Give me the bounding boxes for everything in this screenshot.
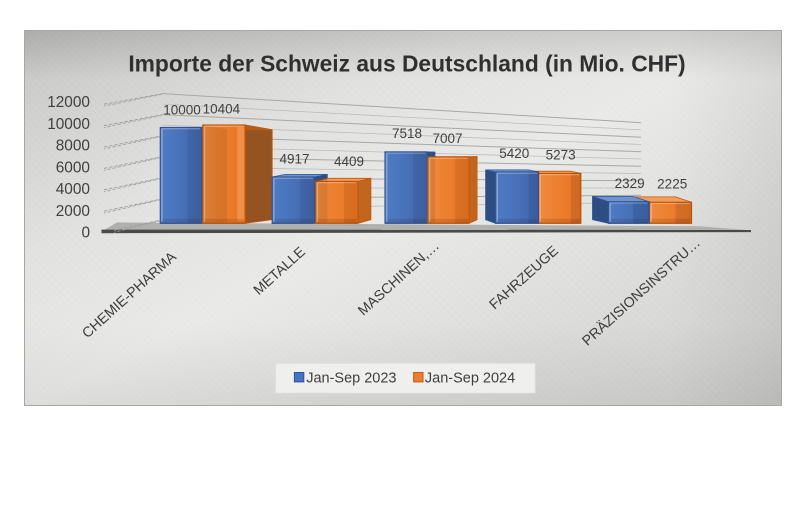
svg-text:10404: 10404 — [203, 101, 241, 116]
svg-text:8000: 8000 — [56, 138, 90, 155]
svg-text:4000: 4000 — [56, 181, 90, 198]
svg-text:5420: 5420 — [499, 146, 529, 161]
svg-text:4917: 4917 — [279, 152, 309, 167]
svg-text:2329: 2329 — [615, 176, 645, 191]
svg-text:Jan-Sep 2023: Jan-Sep 2023 — [306, 371, 396, 387]
svg-text:2000: 2000 — [56, 203, 90, 220]
svg-text:2225: 2225 — [657, 176, 687, 191]
svg-text:4409: 4409 — [334, 154, 364, 169]
svg-text:7518: 7518 — [392, 126, 422, 141]
svg-text:12000: 12000 — [47, 94, 90, 111]
svg-text:0: 0 — [81, 225, 90, 242]
svg-text:Jan-Sep 2024: Jan-Sep 2024 — [425, 371, 515, 387]
svg-text:5273: 5273 — [546, 147, 576, 162]
svg-text:10000: 10000 — [163, 102, 201, 117]
svg-text:7007: 7007 — [432, 131, 462, 146]
svg-text:10000: 10000 — [47, 116, 90, 133]
svg-text:6000: 6000 — [56, 159, 90, 176]
svg-text:Importe der Schweiz aus Deutsc: Importe der Schweiz aus Deutschland (in … — [128, 50, 685, 76]
